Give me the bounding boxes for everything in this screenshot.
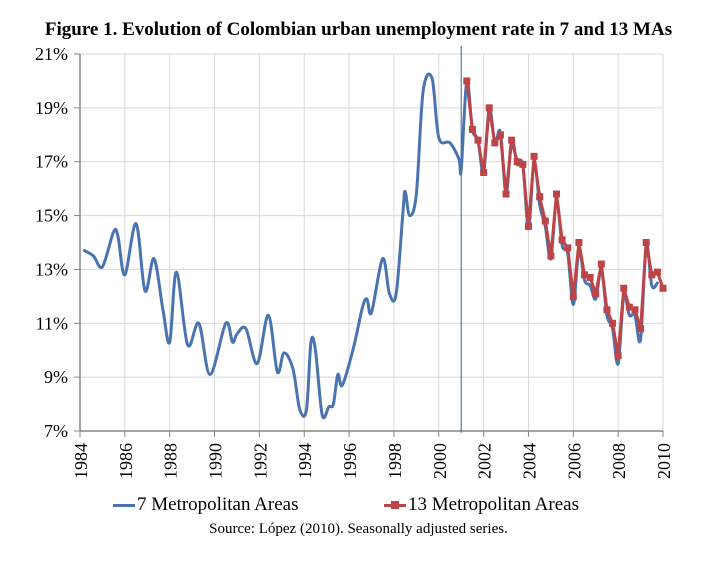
data-point-marker (480, 168, 488, 176)
data-point-marker (491, 139, 499, 147)
y-tick-label: 15% (35, 206, 68, 226)
y-tick-label: 7% (44, 421, 68, 441)
data-point-marker (485, 104, 493, 112)
series-line (82, 72, 659, 420)
legend-label: 13 Metropolitan Areas (408, 494, 579, 515)
data-point-marker (609, 319, 617, 327)
axes (74, 53, 664, 437)
x-tick-label: 1996 (340, 443, 360, 479)
x-tick-label: 2000 (430, 443, 450, 479)
data-point-marker (653, 268, 661, 276)
series-7-metropolitan-areas (82, 72, 659, 420)
data-point-marker (648, 271, 656, 279)
data-point-marker (575, 239, 583, 246)
x-tick-label: 2010 (654, 443, 674, 479)
y-tick-label: 9% (44, 367, 68, 387)
data-point-marker (597, 260, 605, 268)
x-tick-label: 2006 (564, 443, 584, 479)
legend-square-marker-swatch-icon (384, 500, 406, 509)
legend-item-7-metropolitan-areas: 7 Metropolitan Areas (113, 494, 298, 516)
legend-line-swatch-icon (113, 503, 135, 507)
y-tick-label: 11% (36, 313, 68, 333)
x-tick-label: 2002 (475, 443, 495, 479)
tick-labels: 7% 9% 11% 13% 15% 17% 19% 21% 1984 1986 1988 1990 19… (35, 44, 674, 479)
x-tick-label: 1992 (250, 443, 270, 479)
x-tick-label: 1998 (385, 443, 405, 479)
series-group (82, 72, 667, 420)
data-point-marker (502, 190, 510, 198)
data-point-marker (603, 306, 611, 314)
data-point-marker (569, 292, 577, 300)
line-chart: 7% 9% 11% 13% 15% 17% 19% 21% 1984 1986 1988 1990 19… (35, 44, 674, 479)
y-tick-label: 21% (35, 44, 68, 64)
data-point-marker (468, 125, 476, 133)
data-point-marker (659, 284, 667, 292)
y-tick-label: 19% (35, 98, 68, 118)
gridlines (80, 53, 664, 431)
data-point-marker (547, 252, 555, 260)
data-point-marker (564, 244, 572, 252)
x-tick-label: 2008 (609, 443, 629, 479)
data-point-marker (536, 193, 544, 201)
data-point-marker (474, 136, 482, 144)
data-point-marker (614, 352, 622, 360)
x-tick-label: 1988 (161, 443, 181, 479)
legend-item-13-metropolitan-areas: 13 Metropolitan Areas (384, 494, 579, 516)
data-point-marker (530, 152, 538, 160)
legend-label: 7 Metropolitan Areas (137, 494, 299, 515)
data-point-marker (620, 284, 628, 292)
y-tick-label: 17% (35, 152, 68, 172)
data-point-marker (592, 290, 600, 298)
data-point-marker (513, 158, 521, 166)
data-point-marker (496, 131, 504, 139)
x-tick-label: 1994 (295, 443, 315, 479)
data-point-marker (558, 236, 566, 244)
data-point-marker (508, 136, 516, 144)
data-point-marker (524, 222, 532, 230)
chart-title: Figure 1. Evolution of Colombian urban u… (44, 19, 673, 40)
data-point-marker (552, 190, 560, 198)
x-tick-label: 1984 (71, 443, 91, 479)
x-tick-label: 2004 (519, 443, 539, 479)
data-point-marker (625, 303, 633, 311)
data-point-marker (519, 160, 527, 168)
y-tick-label: 13% (35, 259, 68, 279)
source-note: Source: López (2010). Seasonally adjuste… (209, 521, 508, 537)
data-point-marker (541, 217, 549, 225)
data-point-marker (586, 274, 594, 282)
data-point-marker (581, 271, 589, 279)
data-point-marker (642, 239, 650, 246)
x-tick-label: 1986 (116, 443, 136, 479)
series-13-metropolitan-areas (463, 77, 667, 360)
x-tick-label: 1990 (206, 443, 226, 479)
data-point-marker (637, 325, 645, 333)
data-point-marker (463, 77, 471, 85)
data-point-marker (631, 306, 639, 314)
